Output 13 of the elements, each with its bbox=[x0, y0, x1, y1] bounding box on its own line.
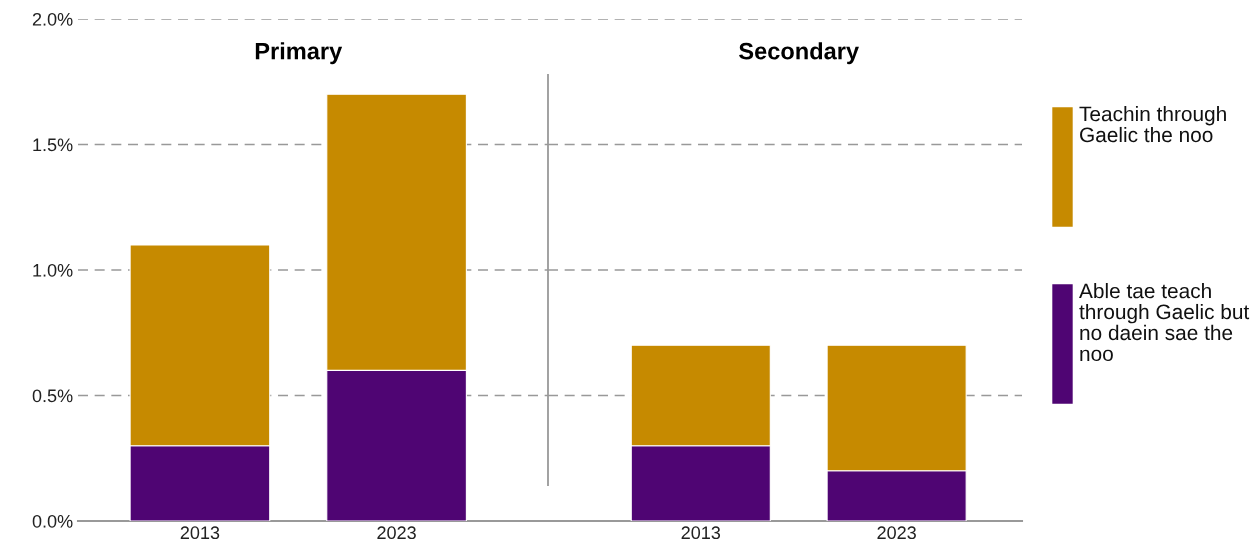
y-tick-label: 0.5% bbox=[32, 389, 73, 403]
y-tick-label: 0.0% bbox=[32, 514, 73, 528]
x-tick-label: 2013 bbox=[681, 526, 721, 540]
text: Able tae teach through Gaelic but no daein sae the noo bbox=[1079, 283, 1250, 362]
text: Teachin through Gaelic the noo bbox=[1079, 106, 1226, 143]
y-tick-label: 2.0% bbox=[32, 12, 73, 26]
y-tick-label: 1.0% bbox=[33, 263, 73, 277]
x-tick-label: 2023 bbox=[877, 526, 916, 540]
x-tick-label: 2013 bbox=[180, 526, 220, 540]
text: Secondary bbox=[739, 42, 859, 65]
x-tick-label: 2023 bbox=[377, 526, 416, 540]
y-tick-label: 1.5% bbox=[33, 138, 73, 152]
text: Primary bbox=[255, 42, 343, 65]
